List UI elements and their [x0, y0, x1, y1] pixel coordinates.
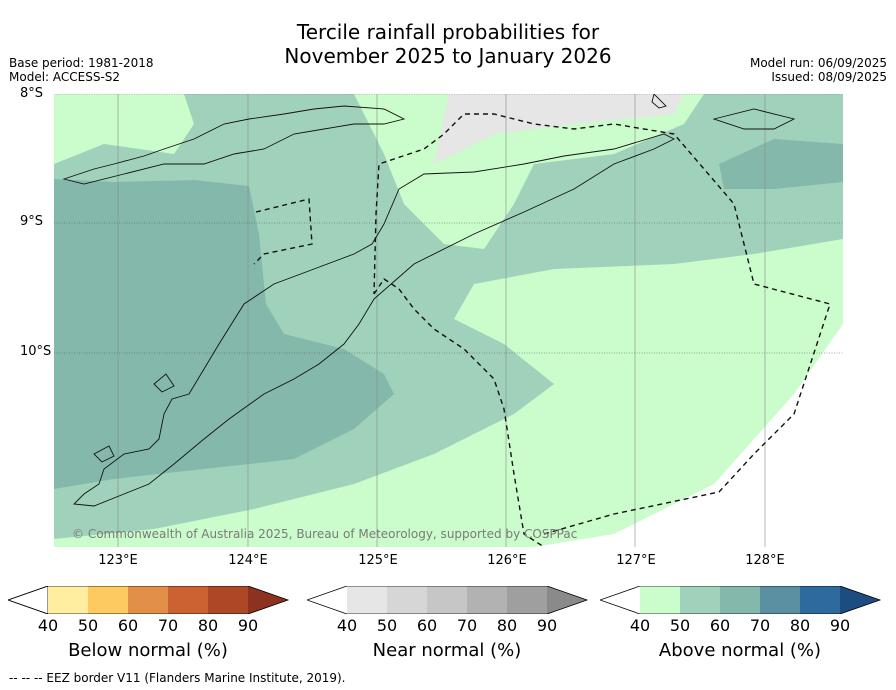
- map-title-line1: Tercile rainfall probabilities for: [296, 20, 600, 44]
- near-normal-patch: [434, 94, 684, 164]
- colorbar-near-arrow-left: [307, 586, 347, 614]
- colorbar-below-tick-50: 50: [77, 616, 99, 635]
- meta-left: Base period: 1981-2018 Model: ACCESS-S2: [9, 56, 154, 84]
- model-text: Model: ACCESS-S2: [9, 70, 121, 84]
- colorbar-above-tick-90: 90: [829, 616, 851, 635]
- colorbar-below-tick-40: 40: [37, 616, 59, 635]
- graticule-lines: [54, 94, 843, 354]
- colorbar-near-normal: [307, 586, 589, 614]
- colorbar-near-tick-70: 70: [456, 616, 478, 635]
- colorbar-above-tick-40: 40: [629, 616, 651, 635]
- map-title-line2: November 2025 to January 2026: [284, 44, 612, 68]
- colorbar-above-normal: [600, 586, 882, 614]
- lat-label-9s: 9°S: [20, 214, 44, 229]
- issued-text: Issued: 08/09/2025: [771, 70, 887, 84]
- lon-label-124e: 124°E: [228, 553, 268, 568]
- eez-footer-note: -- -- -- EEZ border V11 (Flanders Marine…: [9, 671, 346, 685]
- above-60-region-east: [719, 139, 843, 189]
- colorbar-near-arrow-right: [547, 586, 587, 614]
- colorbar-below-tick-90: 90: [237, 616, 259, 635]
- colorbar-below-arrow-right: [248, 586, 288, 614]
- lon-label-128e: 128°E: [745, 553, 785, 568]
- lat-label-10s: 10°S: [20, 344, 52, 359]
- colorbar-below-tick-60: 60: [117, 616, 139, 635]
- colorbar-above-swatch-3: [720, 586, 760, 614]
- lon-label-125e: 125°E: [358, 553, 398, 568]
- graticule-meridians: [117, 94, 766, 547]
- lon-label-123e: 123°E: [98, 553, 138, 568]
- above-60-region: [54, 179, 394, 489]
- colorbar-near-swatch-2: [387, 586, 427, 614]
- lon-label-126e: 126°E: [487, 553, 527, 568]
- colorbar-near-tick-40: 40: [336, 616, 358, 635]
- colorbar-below-tick-80: 80: [197, 616, 219, 635]
- colorbar-near-tick-90: 90: [536, 616, 558, 635]
- base-period-text: Base period: 1981-2018: [9, 56, 154, 70]
- colorbar-above-title: Above normal (%): [658, 640, 822, 661]
- colorbar-below-swatch-3: [128, 586, 168, 614]
- colorbar-near-tick-80: 80: [496, 616, 518, 635]
- probability-map: [54, 94, 843, 547]
- colorbar-above-swatch-4: [760, 586, 800, 614]
- colorbar-below-swatch-5: [208, 586, 248, 614]
- colorbar-near-tick-50: 50: [376, 616, 398, 635]
- colorbar-above-arrow-left: [600, 586, 640, 614]
- colorbar-below-normal: [8, 586, 290, 614]
- lat-label-8s: 8°S: [20, 86, 44, 101]
- lon-label-127e: 127°E: [616, 553, 656, 568]
- meta-right: Model run: 06/09/2025 Issued: 08/09/2025: [750, 56, 887, 84]
- model-run-text: Model run: 06/09/2025: [749, 56, 887, 70]
- colorbar-below-swatch-4: [168, 586, 208, 614]
- colorbar-above-tick-60: 60: [709, 616, 731, 635]
- colorbar-above-tick-80: 80: [789, 616, 811, 635]
- colorbar-near-tick-60: 60: [416, 616, 438, 635]
- copyright-credit: © Commonwealth of Australia 2025, Bureau…: [72, 527, 578, 541]
- colorbar-above-swatch-2: [680, 586, 720, 614]
- colorbar-near-title: Near normal (%): [372, 640, 522, 661]
- colorbar-above-arrow-right: [840, 586, 880, 614]
- map-title: Tercile rainfall probabilities for Novem…: [0, 20, 896, 68]
- colorbar-near-swatch-1: [347, 586, 387, 614]
- colorbar-above-swatch-5: [800, 586, 840, 614]
- colorbar-below-title: Below normal (%): [68, 640, 228, 661]
- colorbar-near-swatch-5: [507, 586, 547, 614]
- colorbar-above-swatch-1: [640, 586, 680, 614]
- eez-border: [253, 113, 831, 547]
- colorbar-near-swatch-4: [467, 586, 507, 614]
- colorbar-below-swatch-2: [88, 586, 128, 614]
- colorbar-below-tick-70: 70: [157, 616, 179, 635]
- colorbar-above-tick-50: 50: [669, 616, 691, 635]
- colorbar-near-swatch-3: [427, 586, 467, 614]
- colorbar-above-tick-70: 70: [749, 616, 771, 635]
- colorbar-below-arrow-left: [8, 586, 49, 614]
- coastline: [62, 94, 796, 507]
- colorbar-below-swatch-1: [48, 586, 88, 614]
